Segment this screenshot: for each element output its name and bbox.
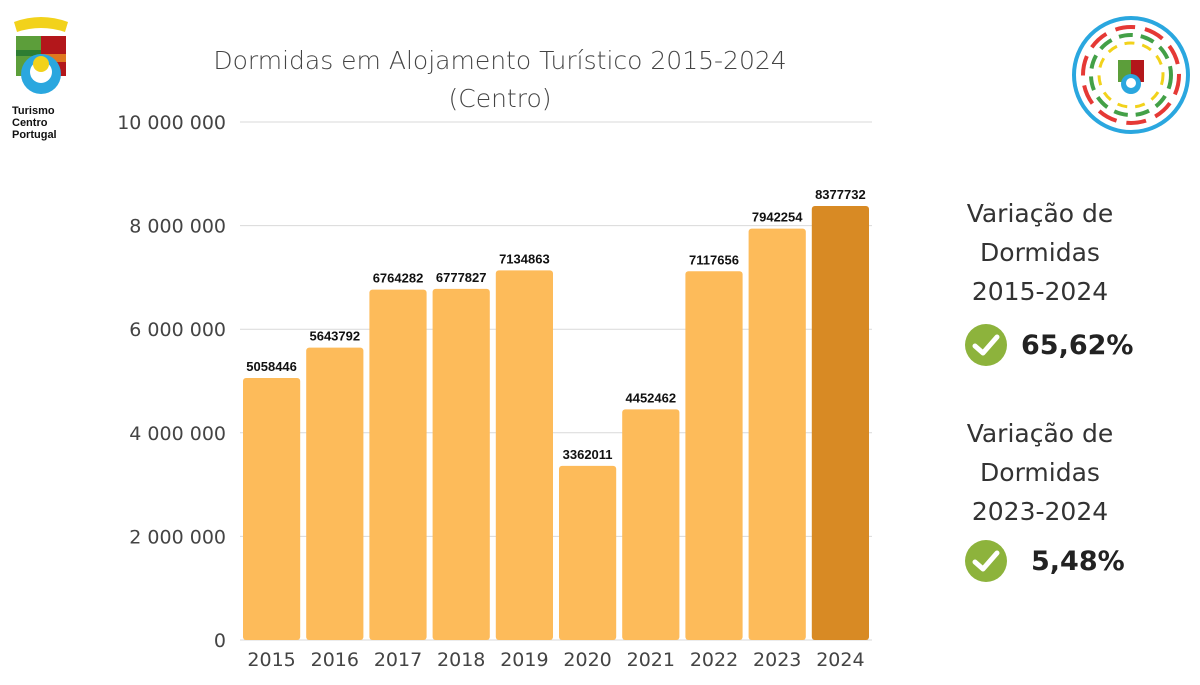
- variation-period: 2023-2024: [971, 497, 1109, 526]
- data-label: 6764282: [373, 271, 424, 286]
- bar-2015: [243, 377, 301, 640]
- x-tick-label: 2023: [753, 649, 801, 671]
- bar-2017: [369, 289, 427, 640]
- x-tick-label: 2020: [563, 649, 611, 671]
- data-label: 7134863: [499, 251, 550, 266]
- variation-block-2023-2024: Variação de Dormidas 2023-2024: [940, 414, 1140, 531]
- x-tick-label: 2024: [816, 649, 864, 671]
- variation-label: Dormidas: [980, 238, 1100, 267]
- y-tick-label: 0: [214, 630, 226, 652]
- variation-label: Variação de: [966, 199, 1114, 228]
- bar-2016: [306, 347, 364, 640]
- variation-value-2015-2024: 65,62%: [965, 324, 1133, 366]
- turismo-centro-logo: Turismo Centro Portugal: [12, 14, 70, 141]
- x-tick-label: 2019: [500, 649, 548, 671]
- variation-value: 5,48%: [1031, 545, 1125, 577]
- x-tick-label: 2018: [437, 649, 485, 671]
- y-tick-label: 10 000 000: [117, 112, 226, 134]
- bar-2020: [559, 465, 617, 640]
- bar-2024: [811, 206, 869, 640]
- data-label: 4452462: [625, 390, 676, 405]
- chart-title-main: Dormidas em Alojamento Turístico 2015-20…: [213, 46, 787, 75]
- y-tick-label: 4 000 000: [129, 423, 226, 445]
- circular-logo: [1070, 14, 1192, 141]
- data-label: 5058446: [246, 359, 297, 374]
- check-icon: [965, 324, 1007, 366]
- variation-value-2023-2024: 5,48%: [965, 540, 1125, 582]
- data-label: 3362011: [563, 447, 613, 462]
- variation-value: 65,62%: [1021, 329, 1134, 361]
- logo-text-line: Centro: [12, 117, 48, 129]
- chart-subtitle: (Centro): [448, 84, 552, 113]
- x-tick-label: 2017: [374, 649, 422, 671]
- chart-title: Dormidas em Alojamento Turístico 2015-20…: [150, 42, 850, 118]
- data-label: 6777827: [436, 270, 487, 285]
- bar-2022: [685, 271, 743, 640]
- bar-2021: [622, 409, 680, 640]
- y-tick-label: 2 000 000: [129, 526, 226, 548]
- variation-label: Dormidas: [980, 458, 1100, 487]
- x-tick-label: 2016: [311, 649, 359, 671]
- x-tick-label: 2015: [247, 649, 295, 671]
- logo-text-line: Turismo: [12, 105, 55, 117]
- x-tick-label: 2022: [690, 649, 738, 671]
- logo-text-line: Portugal: [12, 129, 57, 141]
- data-label: 7942254: [752, 210, 803, 225]
- variation-period: 2015-2024: [971, 277, 1109, 306]
- data-label: 7117656: [689, 252, 739, 267]
- x-tick-label: 2021: [627, 649, 675, 671]
- variation-label: Variação de: [966, 419, 1114, 448]
- data-label: 8377732: [815, 187, 866, 202]
- bar-2018: [432, 288, 490, 640]
- data-label: 5643792: [309, 329, 360, 344]
- y-tick-label: 8 000 000: [129, 216, 226, 238]
- y-tick-label: 6 000 000: [129, 319, 226, 341]
- check-icon: [965, 540, 1007, 582]
- bar-2023: [748, 228, 806, 640]
- variation-block-2015-2024: Variação de Dormidas 2015-2024: [940, 194, 1140, 311]
- bar-2019: [495, 270, 553, 640]
